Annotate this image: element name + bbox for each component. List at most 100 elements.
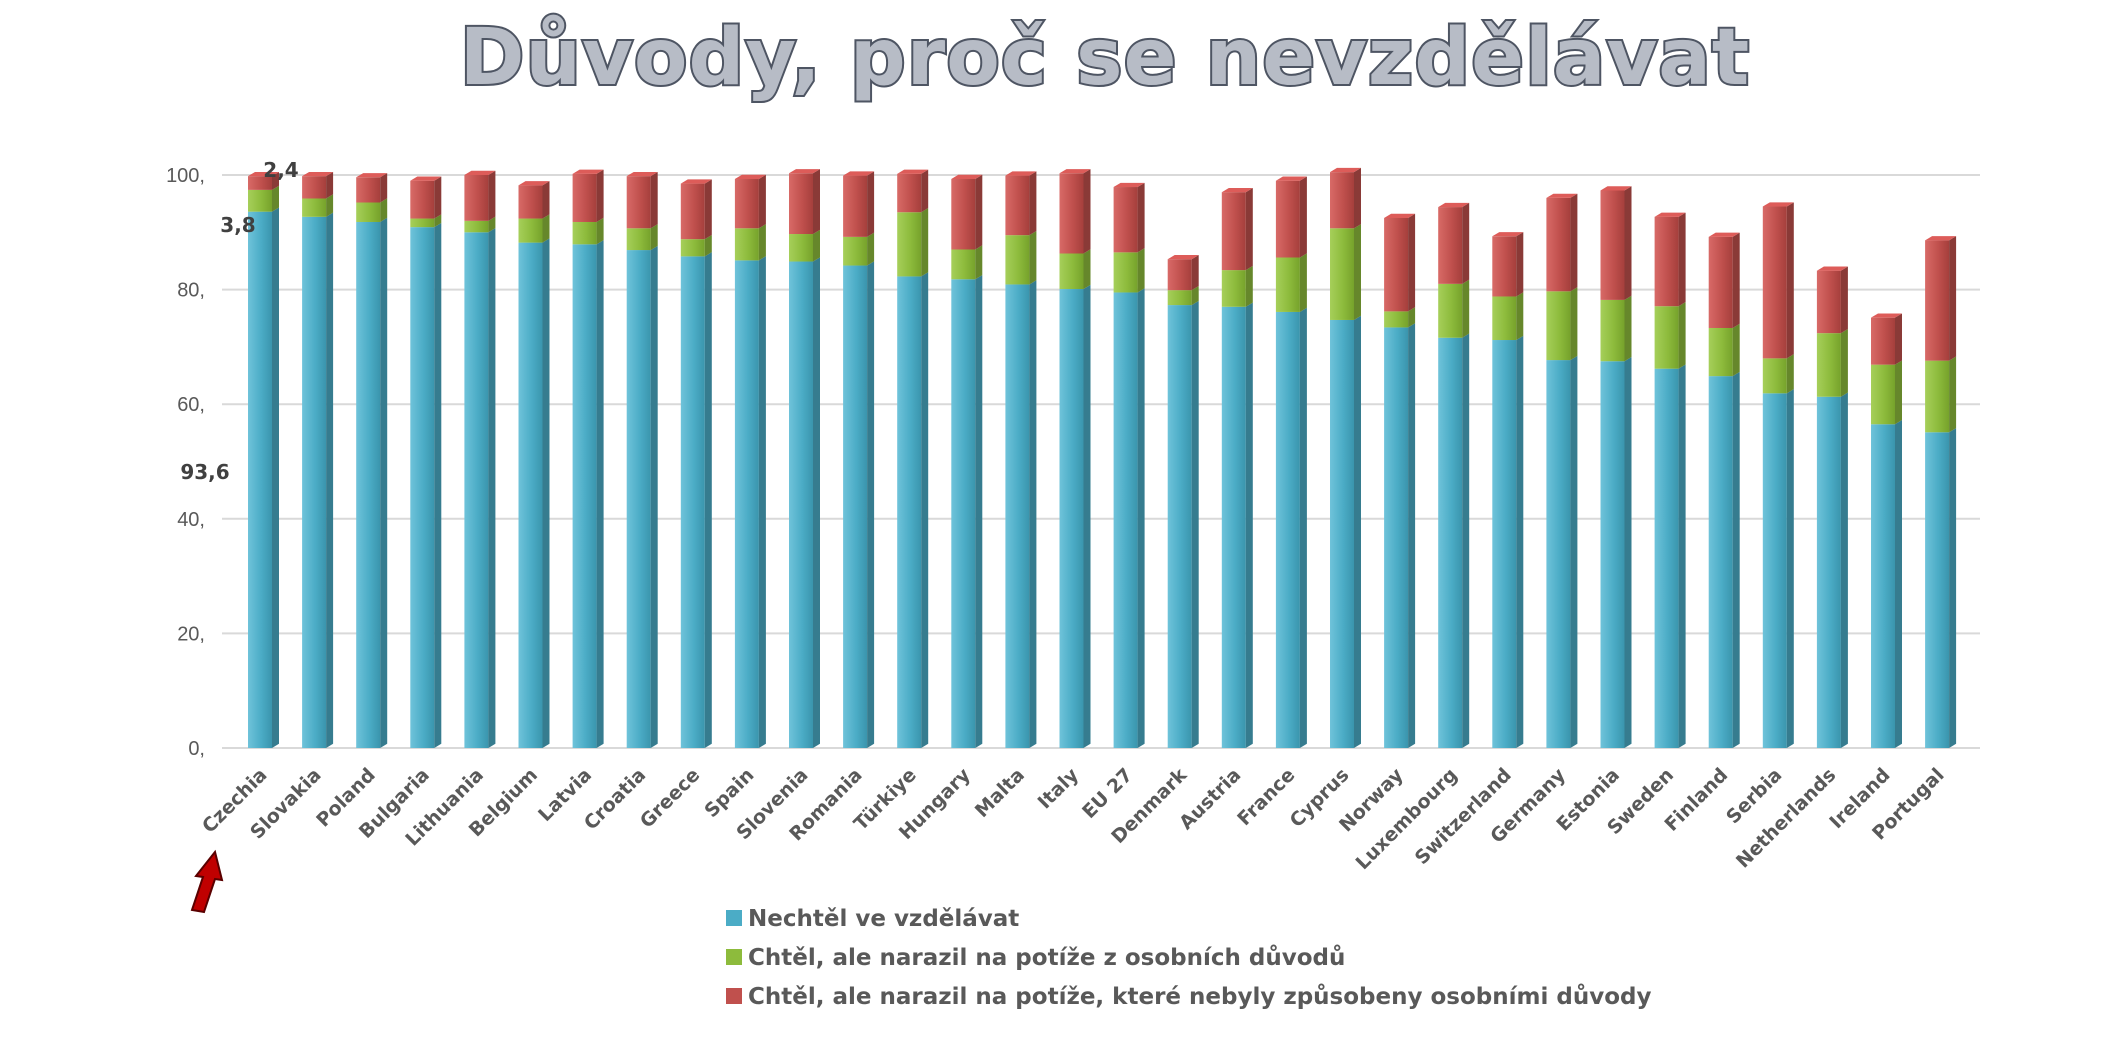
bar-segment-neosobni-duvody-side bbox=[1840, 266, 1848, 334]
bar-segment-nechtel bbox=[518, 242, 543, 748]
bar-top-cap bbox=[1546, 193, 1578, 198]
bar-croatia bbox=[626, 171, 658, 749]
bar-segment-osobni-duvody bbox=[843, 236, 868, 266]
bar-segment-neosobni-duvody-side bbox=[1083, 169, 1091, 254]
bar-segment-neosobni-duvody-side bbox=[1570, 193, 1578, 292]
bar-segment-osobni-duvody-side bbox=[1354, 224, 1361, 320]
bar-segment-osobni-duvody bbox=[1167, 290, 1192, 306]
bar-segment-osobni-duvody bbox=[1600, 299, 1625, 362]
bar-segment-neosobni-duvody bbox=[843, 175, 868, 237]
bar-segment-osobni-duvody bbox=[464, 220, 489, 233]
bar-top-cap bbox=[1005, 171, 1037, 176]
bar-segment-nechtel bbox=[1600, 361, 1625, 748]
bar-lithuania bbox=[464, 170, 496, 749]
bar-segment-neosobni-duvody-side bbox=[1462, 202, 1470, 284]
y-tick-label: 60, bbox=[177, 394, 205, 416]
bar-segment-nechtel bbox=[464, 232, 489, 749]
bar-top-cap bbox=[1492, 232, 1524, 237]
bar-segment-osobni-duvody-side bbox=[434, 214, 442, 228]
bar-segment-nechtel bbox=[302, 216, 327, 749]
bar-segment-nechtel bbox=[410, 227, 435, 748]
bar-segment-nechtel bbox=[843, 265, 868, 748]
bar-segment-nechtel-side bbox=[1732, 371, 1740, 748]
bar-segment-osobni-duvody bbox=[1059, 253, 1084, 290]
bar-segment-neosobni-duvody-side bbox=[867, 171, 875, 237]
bar-segment-nechtel-side bbox=[434, 222, 442, 748]
bar-segment-nechtel-side bbox=[1949, 428, 1957, 748]
legend-item: Chtěl, ale narazil na potíže, které neby… bbox=[726, 983, 1651, 1010]
bar-segment-neosobni-duvody bbox=[1167, 259, 1192, 291]
bar-segment-osobni-duvody bbox=[1492, 296, 1517, 341]
x-tick-label: Malta bbox=[971, 764, 1029, 822]
bar-segment-osobni-duvody-side bbox=[813, 229, 820, 262]
bar-segment-osobni-duvody-side bbox=[1083, 249, 1091, 290]
bar-segment-nechtel-side bbox=[813, 257, 820, 748]
bar-segment-osobni-duvody bbox=[1384, 311, 1409, 328]
bar-segment-osobni-duvody bbox=[1925, 360, 1950, 433]
bar-segment-neosobni-duvody-side bbox=[1895, 313, 1902, 365]
bar-segment-neosobni-duvody-side bbox=[1245, 187, 1253, 271]
bar-segment-neosobni-duvody bbox=[1275, 180, 1300, 258]
bar-segment-osobni-duvody bbox=[1654, 306, 1679, 369]
bar-segment-osobni-duvody bbox=[518, 218, 543, 243]
bar-segment-nechtel bbox=[734, 260, 759, 748]
legend-swatch bbox=[726, 988, 742, 1004]
bar-top-cap bbox=[734, 174, 766, 180]
bar-segment-nechtel bbox=[1330, 319, 1354, 748]
bar-romania bbox=[843, 171, 875, 748]
bar-segment-nechtel bbox=[626, 250, 651, 749]
bar-austria bbox=[1221, 187, 1253, 748]
bar-segment-osobni-duvody bbox=[410, 218, 435, 228]
bar-segment-neosobni-duvody bbox=[464, 175, 489, 221]
y-tick-label: 20, bbox=[177, 623, 205, 645]
bar-top-cap bbox=[410, 176, 442, 181]
bar-top-cap bbox=[680, 179, 712, 184]
bar-hungary bbox=[951, 174, 983, 748]
bar-segment-neosobni-duvody bbox=[1005, 175, 1030, 236]
bar-segment-nechtel bbox=[1708, 376, 1733, 748]
x-tick-label: Netherlands bbox=[1732, 764, 1840, 872]
bar-segment-neosobni-duvody-side bbox=[1624, 186, 1632, 300]
bar-segment-nechtel-side bbox=[1083, 284, 1091, 748]
bar-segment-osobni-duvody-side bbox=[758, 224, 766, 261]
bar-top-cap bbox=[1600, 186, 1632, 191]
bar-segment-nechtel bbox=[1816, 396, 1841, 748]
bar-segment-osobni-duvody-side bbox=[1949, 356, 1957, 433]
bar-segment-nechtel-side bbox=[272, 207, 279, 749]
bar-top-cap bbox=[1384, 213, 1416, 218]
bar-segment-nechtel-side bbox=[1354, 315, 1361, 748]
bar-segment-osobni-duvody bbox=[1330, 228, 1354, 320]
bar-segment-osobni-duvody bbox=[626, 228, 651, 251]
bar-top-cap bbox=[1871, 313, 1902, 318]
bar-top-cap bbox=[1708, 232, 1740, 237]
bar-segment-osobni-duvody bbox=[572, 221, 597, 245]
bar-top-cap bbox=[1762, 202, 1794, 207]
y-tick-label: 40, bbox=[177, 509, 205, 531]
bar-segment-nechtel bbox=[1925, 432, 1950, 748]
legend-label: Chtěl, ale narazil na potíže, které neby… bbox=[748, 983, 1651, 1010]
bar-segment-nechtel-side bbox=[1299, 307, 1307, 748]
legend-swatch bbox=[726, 910, 742, 926]
bar-slovakia bbox=[302, 171, 334, 749]
bar-finland bbox=[1708, 232, 1740, 748]
bar-segment-osobni-duvody bbox=[1005, 235, 1030, 285]
bar-segment-osobni-duvody-side bbox=[1516, 292, 1524, 341]
bar-segment-nechtel bbox=[789, 261, 813, 748]
bar-segment-osobni-duvody bbox=[1816, 333, 1841, 397]
legend: Nechtěl ve vzdělávat Chtěl, ale narazil n… bbox=[726, 906, 1651, 1010]
bar-top-cap bbox=[356, 173, 388, 178]
y-tick-label: 0, bbox=[188, 738, 205, 760]
bar-segment-nechtel-side bbox=[975, 275, 983, 748]
bar-segment-neosobni-duvody bbox=[897, 173, 922, 213]
bar-segment-nechtel-side bbox=[326, 212, 334, 748]
bar-top-cap bbox=[951, 174, 983, 180]
bar-segment-neosobni-duvody bbox=[1600, 190, 1625, 300]
x-tick-label: Italy bbox=[1034, 764, 1084, 814]
bar-segment-neosobni-duvody bbox=[1762, 206, 1787, 359]
bar-segment-neosobni-duvody-side bbox=[1516, 232, 1524, 297]
y-tick-label: 100, bbox=[166, 165, 205, 187]
bar-segment-neosobni-duvody bbox=[1816, 270, 1841, 334]
bar-segment-neosobni-duvody-side bbox=[488, 170, 496, 221]
bar-segment-osobni-duvody-side bbox=[1840, 328, 1848, 397]
